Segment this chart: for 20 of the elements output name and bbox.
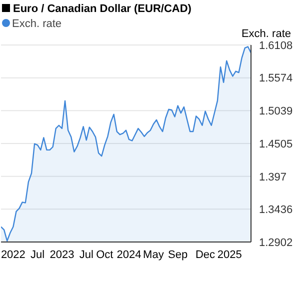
y-tick-label: 1.2902 (259, 236, 293, 249)
y-tick-label: 1.3436 (259, 204, 293, 216)
x-tick-label: Sep (168, 248, 188, 261)
x-tick-label: 2025 (217, 248, 242, 261)
chart-title: Euro / Canadian Dollar (EUR/CAD) (12, 3, 192, 15)
y-axis-title: Exch. rate (241, 28, 291, 40)
y-tick-label: 1.4505 (259, 138, 293, 150)
x-tick-label: Jul (79, 248, 94, 261)
x-tick-label: 2022 (0, 248, 26, 261)
x-tick-label: 2024 (116, 248, 142, 261)
y-tick-label: 1.6108 (259, 40, 293, 52)
y-tick-label: 1.5039 (259, 106, 293, 118)
y-tick-label: 1.397 (259, 171, 287, 184)
x-tick-label: Oct (96, 248, 114, 261)
x-tick-label: 2023 (50, 248, 74, 261)
x-tick-label: May (143, 248, 164, 261)
y-tick-label: 1.5574 (259, 72, 293, 85)
x-tick-label: Jul (30, 248, 45, 261)
legend-label: Exch. rate (11, 18, 62, 30)
x-tick-label: Dec (195, 248, 216, 261)
